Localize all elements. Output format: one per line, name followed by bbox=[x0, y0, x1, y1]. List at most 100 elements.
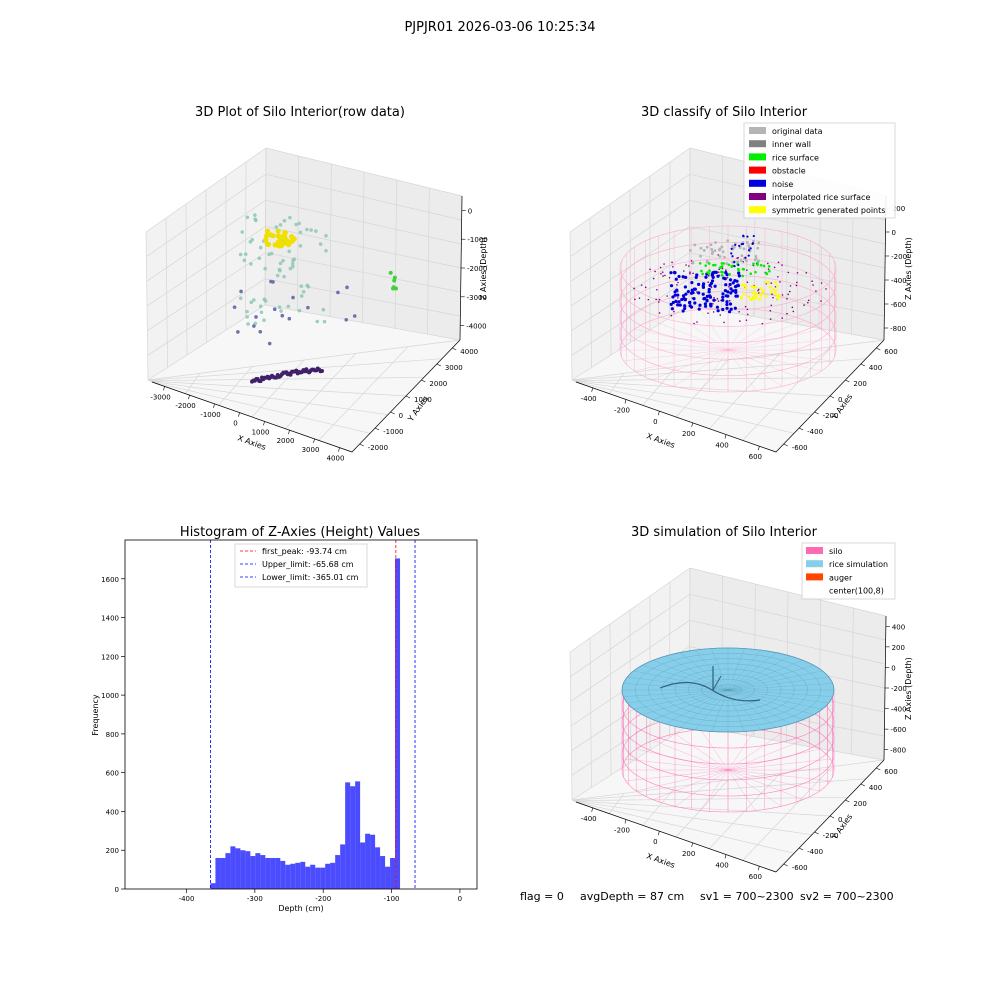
classify-interp-point bbox=[772, 296, 774, 299]
simulation-silo-spoke bbox=[727, 769, 782, 807]
raw-point bbox=[278, 223, 283, 227]
classify-noise-point bbox=[721, 292, 725, 296]
simulation-legend-label: center(100,8) bbox=[829, 587, 884, 596]
classify-noise-point bbox=[671, 295, 675, 299]
classify-noise-point bbox=[705, 294, 709, 298]
raw-x-tick-label: -1000 bbox=[200, 411, 220, 419]
classify-sym-point bbox=[744, 286, 748, 290]
classify-noise-point bbox=[728, 278, 733, 282]
classify-interp-point bbox=[658, 298, 661, 301]
classify-original-point bbox=[709, 243, 713, 247]
classify-y-tick bbox=[845, 379, 850, 383]
histogram-bar bbox=[335, 855, 341, 889]
classify-x-axis-line bbox=[575, 381, 777, 453]
histogram-x-tick-label: -100 bbox=[384, 895, 400, 903]
simulation-surface-mesh bbox=[727, 689, 823, 710]
classify-interp-point bbox=[640, 284, 643, 286]
raw-point bbox=[249, 300, 254, 305]
raw-point bbox=[291, 264, 295, 269]
simulation-surface-mesh bbox=[665, 689, 729, 725]
classify-x-tick bbox=[591, 387, 593, 392]
classify-noise-point bbox=[697, 291, 701, 295]
classify-silo-spoke bbox=[727, 328, 822, 351]
histogram-x-tick-label: -300 bbox=[247, 895, 263, 903]
raw-point bbox=[240, 230, 244, 234]
classify-noise-point bbox=[729, 291, 733, 295]
classify-noise-point bbox=[723, 277, 727, 281]
classify-interp-point bbox=[745, 319, 748, 321]
simulation-silo-spoke bbox=[636, 769, 729, 792]
simulation-surface-mesh bbox=[623, 689, 729, 697]
simulation-silo-spoke bbox=[625, 758, 729, 771]
classify-noise-point bbox=[730, 252, 733, 255]
classify-rice-point bbox=[706, 271, 709, 274]
simulation-z-tick-label: 200 bbox=[892, 644, 905, 652]
simulation-surface-mesh bbox=[727, 660, 804, 691]
classify-interp-point bbox=[820, 282, 823, 284]
classify-interp-point bbox=[664, 274, 666, 277]
simulation-surface-mesh bbox=[727, 689, 804, 720]
classify-x-tick bbox=[624, 399, 627, 404]
classify-original-point bbox=[718, 247, 722, 251]
classify-original-point bbox=[747, 244, 751, 247]
raw-point bbox=[305, 227, 309, 232]
classify-interp-point bbox=[682, 270, 685, 272]
classify-original-point bbox=[689, 248, 692, 252]
classify-rice-point bbox=[713, 263, 717, 267]
raw-point-mid bbox=[267, 341, 272, 346]
raw-point bbox=[277, 305, 282, 310]
classify-x-tick bbox=[691, 422, 693, 427]
classify-interp-point bbox=[777, 275, 779, 278]
classify-interp-point bbox=[638, 297, 641, 299]
classify-noise-point bbox=[678, 303, 682, 307]
simulation-x-tick-label: 400 bbox=[715, 862, 728, 870]
histogram-frame bbox=[124, 539, 478, 890]
classify-x-tick-label: 0 bbox=[653, 418, 657, 426]
classify-sym-point bbox=[758, 293, 762, 296]
simulation-3d-plot: 3D simulation of Silo Interior -400-2000… bbox=[569, 525, 913, 881]
classify-y-tick-label: -600 bbox=[792, 444, 808, 452]
classify-silo-spoke bbox=[699, 309, 729, 351]
raw-point bbox=[287, 249, 292, 254]
classify-noise-point bbox=[714, 270, 718, 274]
classify-rice-point bbox=[722, 262, 725, 265]
raw-point-mid bbox=[352, 314, 357, 318]
classify-silo-spoke bbox=[623, 349, 729, 362]
simulation-z-tick-label: 400 bbox=[892, 623, 905, 631]
classify-noise-point bbox=[683, 306, 687, 311]
classify-noise-point bbox=[725, 300, 729, 304]
simulation-x-tick-label: -200 bbox=[614, 827, 630, 835]
classify-x-tick bbox=[658, 411, 660, 416]
classify-interp-point bbox=[663, 263, 665, 265]
classify-rice-point bbox=[708, 272, 711, 275]
classify-interp-point bbox=[685, 264, 687, 266]
histogram-bar bbox=[230, 846, 236, 889]
classify-original-point bbox=[714, 241, 717, 244]
classify-interp-point bbox=[779, 281, 781, 283]
classify-interp-point bbox=[713, 296, 715, 299]
raw-point bbox=[305, 283, 310, 288]
classify-interp-point bbox=[671, 265, 674, 268]
simulation-silo-spoke bbox=[727, 740, 804, 771]
classify-noise-point bbox=[698, 303, 702, 307]
histogram-y-tick-label: 800 bbox=[106, 731, 119, 739]
histogram-x-tick-label: 0 bbox=[458, 895, 462, 903]
classify-interp-point bbox=[761, 322, 764, 325]
classify-noise-point bbox=[708, 294, 712, 298]
raw-point bbox=[279, 309, 283, 313]
classify-noise-point bbox=[673, 293, 677, 297]
raw-z-tick-label: -1000 bbox=[467, 236, 487, 244]
classify-sym-point bbox=[759, 287, 763, 290]
classify-original-point bbox=[720, 245, 724, 249]
classify-legend-label: rice surface bbox=[772, 153, 819, 162]
classify-noise-point bbox=[731, 255, 734, 258]
simulation-surface-mesh bbox=[727, 649, 761, 691]
classify-x-tick-label: -200 bbox=[614, 407, 630, 415]
simulation-gridline bbox=[575, 801, 795, 854]
classify-noise-point bbox=[746, 235, 749, 238]
classify-x-tick-label: 600 bbox=[749, 453, 762, 461]
classify-interp-point bbox=[767, 268, 770, 270]
raw-y-tick bbox=[375, 427, 380, 431]
raw-point-arc bbox=[320, 368, 324, 373]
classify-interp-point bbox=[788, 290, 791, 293]
